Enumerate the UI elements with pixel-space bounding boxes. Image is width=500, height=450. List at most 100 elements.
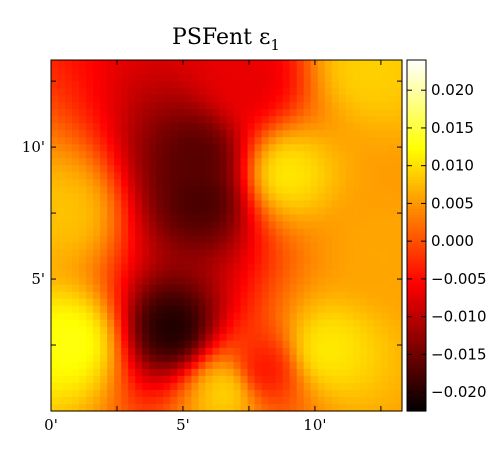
heatmap-cell bbox=[51, 74, 59, 82]
heatmap-cell bbox=[86, 228, 94, 237]
heatmap-cell bbox=[156, 102, 164, 110]
heatmap-cell bbox=[72, 137, 80, 145]
heatmap-cell bbox=[233, 67, 242, 75]
heatmap-cell bbox=[289, 109, 298, 117]
colorbar-frame bbox=[406, 59, 427, 412]
heatmap-cell bbox=[121, 403, 129, 412]
heatmap-cell bbox=[205, 361, 214, 370]
heatmap-cell bbox=[352, 375, 361, 384]
heatmap-cell bbox=[184, 74, 192, 82]
heatmap-cell bbox=[261, 249, 270, 258]
heatmap-cell bbox=[331, 347, 340, 356]
heatmap-cell bbox=[121, 263, 129, 272]
heatmap-cell bbox=[219, 326, 228, 335]
x-tick-label: 10' bbox=[303, 416, 326, 434]
heatmap-cell bbox=[247, 312, 256, 321]
heatmap-cell bbox=[142, 193, 150, 201]
heatmap-cell bbox=[212, 284, 221, 293]
heatmap-cell bbox=[282, 144, 291, 152]
heatmap-cell bbox=[317, 137, 326, 145]
heatmap-cell bbox=[296, 207, 305, 216]
heatmap-cell bbox=[121, 172, 129, 180]
heatmap-cell bbox=[219, 158, 228, 166]
heatmap-cell bbox=[79, 382, 87, 391]
heatmap-cell bbox=[296, 263, 305, 272]
heatmap-cell bbox=[149, 144, 157, 152]
colorbar-segment bbox=[407, 191, 426, 196]
heatmap-cell bbox=[268, 228, 277, 237]
heatmap-cell bbox=[205, 200, 214, 209]
heatmap-cell bbox=[135, 158, 143, 166]
heatmap-cell bbox=[135, 263, 143, 272]
heatmap-cell bbox=[303, 319, 312, 328]
heatmap-cell bbox=[114, 109, 122, 117]
heatmap-cell bbox=[198, 221, 207, 230]
heatmap-cell bbox=[149, 333, 157, 342]
heatmap-cell bbox=[219, 207, 228, 216]
heatmap-cell bbox=[86, 249, 94, 258]
heatmap-cell bbox=[352, 144, 361, 152]
heatmap-cell bbox=[240, 403, 249, 412]
heatmap-cell bbox=[93, 305, 101, 314]
heatmap-cell bbox=[303, 179, 312, 187]
heatmap-cell bbox=[65, 200, 73, 209]
heatmap-cell bbox=[51, 382, 59, 391]
heatmap-cell bbox=[289, 102, 298, 110]
heatmap-cell bbox=[352, 214, 361, 223]
heatmap-cell bbox=[282, 88, 291, 96]
heatmap-cell bbox=[212, 270, 221, 279]
heatmap-cell bbox=[331, 375, 340, 384]
heatmap-cell bbox=[156, 298, 164, 307]
heatmap-cell bbox=[387, 389, 396, 398]
heatmap-cell bbox=[310, 277, 319, 286]
heatmap-cell bbox=[233, 249, 242, 258]
heatmap-cell bbox=[268, 109, 277, 117]
heatmap-cell bbox=[177, 158, 185, 166]
heatmap-cell bbox=[93, 291, 101, 300]
heatmap-cell bbox=[184, 375, 192, 384]
heatmap-cell bbox=[345, 130, 354, 138]
heatmap-cell bbox=[205, 88, 214, 96]
heatmap-cell bbox=[233, 186, 242, 194]
heatmap-cell bbox=[219, 151, 228, 159]
heatmap-cell bbox=[366, 319, 375, 328]
heatmap-cell bbox=[345, 340, 354, 349]
heatmap-cell bbox=[387, 375, 396, 384]
heatmap-cell bbox=[240, 249, 249, 258]
colorbar-segment bbox=[407, 372, 426, 377]
heatmap-cell bbox=[219, 102, 228, 110]
heatmap-cell bbox=[177, 340, 185, 349]
heatmap-cell bbox=[359, 270, 368, 279]
heatmap-cell bbox=[394, 67, 403, 75]
heatmap-cell bbox=[93, 347, 101, 356]
heatmap-cell bbox=[296, 277, 305, 286]
heatmap-cell bbox=[51, 200, 59, 209]
heatmap-cell bbox=[72, 298, 80, 307]
heatmap-cell bbox=[394, 130, 403, 138]
heatmap-cell bbox=[331, 305, 340, 314]
heatmap-cell bbox=[212, 67, 221, 75]
heatmap-cell bbox=[324, 354, 333, 363]
heatmap-cell bbox=[289, 298, 298, 307]
heatmap-cell bbox=[387, 123, 396, 131]
heatmap-cell bbox=[163, 116, 171, 124]
colorbar-segment bbox=[407, 168, 426, 172]
heatmap-cell bbox=[191, 298, 200, 307]
heatmap-cell bbox=[226, 102, 235, 110]
heatmap-cell bbox=[149, 235, 157, 244]
heatmap-cell bbox=[366, 354, 375, 363]
heatmap-cell bbox=[142, 333, 150, 342]
heatmap-cell bbox=[128, 326, 136, 335]
heatmap-cell bbox=[240, 270, 249, 279]
heatmap-cell bbox=[163, 151, 171, 159]
heatmap-cell bbox=[317, 74, 326, 82]
heatmap-cell bbox=[114, 228, 122, 237]
heatmap-cell bbox=[86, 193, 94, 201]
heatmap-cell bbox=[135, 193, 143, 201]
heatmap-cell bbox=[345, 298, 354, 307]
heatmap-cell bbox=[324, 242, 333, 251]
heatmap-cell bbox=[219, 165, 228, 173]
heatmap-cell bbox=[359, 354, 368, 363]
heatmap-cell bbox=[275, 137, 284, 145]
heatmap-cell bbox=[373, 389, 382, 398]
